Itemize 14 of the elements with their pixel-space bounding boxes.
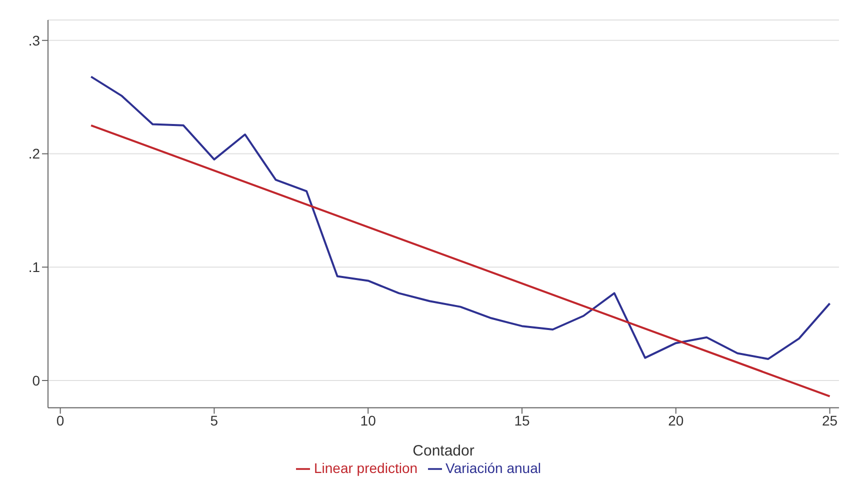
- x-tick-label: 0: [56, 412, 64, 429]
- legend-label: Variación anual: [446, 460, 541, 476]
- x-tick-label: 5: [210, 412, 218, 429]
- x-axis-title: Contador: [412, 442, 474, 460]
- x-tick-label: 25: [822, 412, 838, 429]
- legend-label: Linear prediction: [314, 460, 418, 476]
- x-tick-label: 15: [514, 412, 530, 429]
- x-tick-label: 10: [360, 412, 376, 429]
- y-tick-label: 0: [32, 372, 40, 388]
- y-tick-label: .2: [28, 146, 40, 162]
- line-series: [90, 76, 831, 360]
- y-tick-label: .1: [28, 259, 40, 276]
- x-tick-label: 20: [668, 412, 684, 429]
- y-tick-label: .3: [28, 32, 40, 48]
